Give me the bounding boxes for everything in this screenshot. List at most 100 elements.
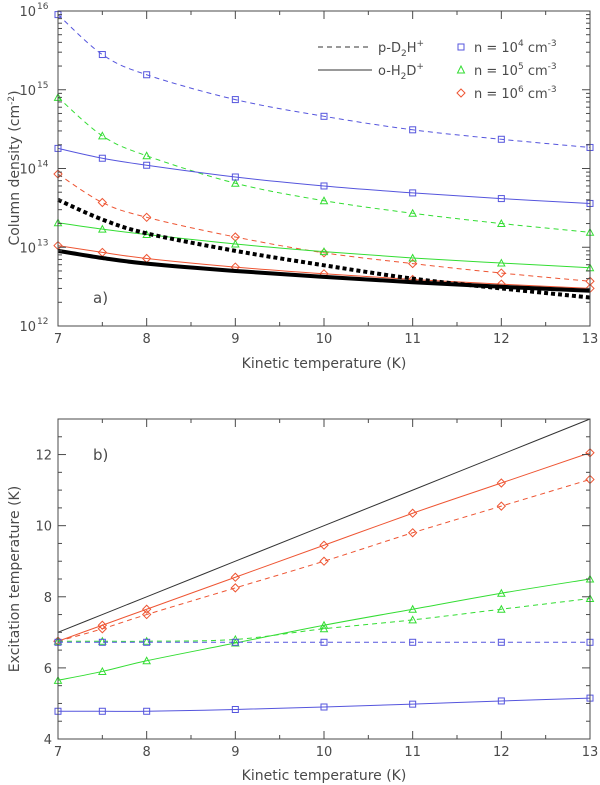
panel-b-point-p-d2h-n-1e6-2	[141, 609, 152, 620]
panel-b-point-p-d2h-n-1e4-3	[231, 638, 239, 646]
panel-b-point-p-d2h-n-1e5-1	[97, 636, 107, 645]
legend-diamond-marker	[456, 88, 466, 98]
panel-a-point-o-h2d-n-1e4-6	[497, 195, 505, 203]
panel-b-x-tick-label: 9	[231, 745, 239, 760]
panel-b-x-axis-label: Kinetic temperature (K)	[242, 768, 407, 784]
panel-a-point-p-d2h-n-1e4-1	[98, 51, 106, 59]
panel-a-point-o-h2d-n-1e5-1	[97, 224, 107, 233]
panel-b-series-o-h2d-n-1e4	[57, 697, 591, 712]
panel-a-point-o-h2d-n-1e4-4	[320, 182, 328, 190]
panel-b-y-tick-label: 12	[35, 449, 52, 464]
panel-a-y-axis-label: Column density (cm-2)	[7, 90, 23, 245]
panel-b-point-o-h2d-n-1e6-4	[319, 540, 329, 550]
panel-a-point-p-d2h-n-1e6-2	[141, 212, 152, 223]
panel-a-point-p-d2h-n-1e5-4	[319, 196, 329, 205]
panel-a-series-p-d2h-n-1e6	[57, 173, 591, 282]
panel-a-x-tick-label: 13	[582, 332, 599, 347]
panel-b-point-p-d2h-n-1e5-4	[319, 624, 329, 633]
panel-a-point-p-d2h-n-1e5-2	[142, 151, 152, 160]
panel-a-point-o-h2d-n-1e5-5	[408, 253, 418, 262]
panel-b-series-o-h2d-n-1e6	[57, 452, 591, 642]
panel-b-point-p-d2h-n-1e5-5	[408, 615, 418, 624]
panel-b-frame	[57, 418, 591, 740]
panel-a-label: a)	[93, 289, 108, 307]
panel-a-x-tick-label: 7	[54, 332, 62, 347]
panel-b-point-p-d2h-n-1e6-1	[97, 624, 108, 634]
panel-b-x-tick-label: 7	[54, 745, 62, 760]
panel-a-y-tick-exponent: 16	[37, 2, 49, 12]
panel-a-point-p-d2h-n-1e4-6	[497, 135, 505, 143]
panel-b-point-p-d2h-n-1e4-1	[98, 638, 106, 646]
panel-a-point-p-d2h-n-1e4-5	[409, 126, 417, 134]
panel-a-point-p-d2h-n-1e5-1	[97, 131, 107, 140]
panel-b-series-p-d2h-n-1e6	[57, 478, 591, 642]
panel-b-label: b)	[93, 446, 108, 464]
panel-b-series-o-h2d-n-1e5	[57, 578, 591, 681]
panel-b-plot-area	[53, 418, 595, 715]
panel-a-y-tick-exponent: 14	[37, 160, 49, 170]
panel-a-series-o-h2d-observed	[57, 248, 591, 293]
panel-b-point-p-d2h-n-1e5-6	[496, 604, 506, 613]
panel-a-x-tick-label: 12	[493, 332, 510, 347]
panel-a-series-p-d2h-n-1e5	[57, 97, 591, 233]
panel-a-y-tick-label: 10	[19, 5, 36, 20]
panel-a-point-p-d2h-n-1e5-5	[408, 208, 418, 217]
panel-b-point-p-d2h-n-1e6-6	[496, 501, 507, 511]
panel-a-y-tick-label: 10	[19, 241, 36, 256]
panel-b-point-p-d2h-n-1e4-2	[143, 638, 151, 646]
legend-density-1e5: n = 105 cm-3	[474, 62, 557, 79]
panel-b-x-tick-label: 12	[493, 745, 510, 760]
panel-b-point-o-h2d-n-1e6-2	[141, 604, 152, 614]
panel-b-point-p-d2h-n-1e4-4	[320, 638, 328, 646]
legend-density-1e4: n = 104 cm-3	[474, 39, 557, 56]
panel-b-y-tick-label: 4	[44, 733, 52, 748]
panel-b-point-p-d2h-n-1e4-5	[409, 638, 417, 646]
panel-b-point-o-h2d-n-1e5-2	[142, 656, 152, 665]
panel-b-point-o-h2d-n-1e4-4	[320, 703, 328, 711]
panel-b-x-tick-label: 10	[316, 745, 333, 760]
panel-b-y-axis-label: Excitation temperature (K)	[7, 486, 23, 672]
panel-a-y-tick-exponent: 12	[37, 317, 48, 327]
panel-b-point-o-h2d-n-1e4-6	[497, 697, 505, 705]
panel-b-x-tick-label: 8	[143, 745, 151, 760]
panel-a-x-tick-label: 8	[143, 332, 151, 347]
panel-b-point-p-d2h-n-1e6-4	[319, 556, 329, 566]
panel-a-x-tick-label: 10	[316, 332, 333, 347]
panel-a-y-tick-label: 10	[19, 84, 36, 99]
panel-b-series-tex-tkin	[57, 418, 591, 633]
panel-b-point-p-d2h-n-1e5-2	[142, 636, 152, 645]
panel-a-y-tick-label: 10	[19, 320, 36, 335]
panel-b-point-o-h2d-n-1e5-5	[408, 604, 418, 613]
legend-square-marker	[457, 43, 465, 51]
panel-a-x-tick-label: 9	[231, 332, 239, 347]
panel-b-point-p-d2h-n-1e6-3	[230, 583, 241, 593]
panel-b-point-o-h2d-n-1e5-4	[319, 620, 329, 629]
panel-b-excitation-temperature: 7 8 9 10 11 12 13 4 6 8 10 12 b) Kinetic temperatur…	[7, 418, 598, 784]
panel-a-point-o-h2d-n-1e5-4	[319, 247, 329, 256]
panel-a-point-o-h2d-n-1e5-3	[230, 239, 240, 248]
panel-a-y-tick-exponent: 15	[37, 81, 48, 91]
panel-a-y-tick-label: 10	[19, 163, 36, 178]
panel-a-point-p-d2h-n-1e6-5	[407, 258, 418, 269]
panel-b-point-o-h2d-n-1e6-5	[407, 508, 418, 518]
panel-a-plot-area	[53, 11, 595, 300]
panel-a-point-p-d2h-n-1e6-6	[496, 268, 507, 278]
panel-a-series-o-h2d-n-1e6	[57, 245, 591, 289]
panel-b-point-o-h2d-n-1e6-6	[496, 478, 507, 488]
panel-b-point-o-h2d-n-1e4-1	[98, 707, 106, 715]
panel-b-point-o-h2d-n-1e4-3	[231, 705, 239, 713]
panel-b-x-tick-label: 11	[404, 745, 421, 760]
panel-b-y-tick-label: 8	[44, 591, 52, 606]
legend-p-d2h-label: p-D2H+	[378, 39, 424, 59]
panel-a-series-o-h2d-n-1e4	[57, 147, 591, 204]
panel-b-point-o-h2d-n-1e5-1	[97, 666, 107, 675]
panel-a-point-p-d2h-n-1e4-4	[320, 112, 328, 120]
panel-b-point-p-d2h-n-1e4-6	[497, 638, 505, 646]
legend-triangle-marker	[456, 64, 466, 74]
panel-a-point-o-h2d-n-1e4-3	[231, 173, 239, 181]
panel-a-point-o-h2d-n-1e4-1	[98, 154, 106, 162]
panel-a-point-p-d2h-n-1e6-1	[97, 197, 108, 208]
